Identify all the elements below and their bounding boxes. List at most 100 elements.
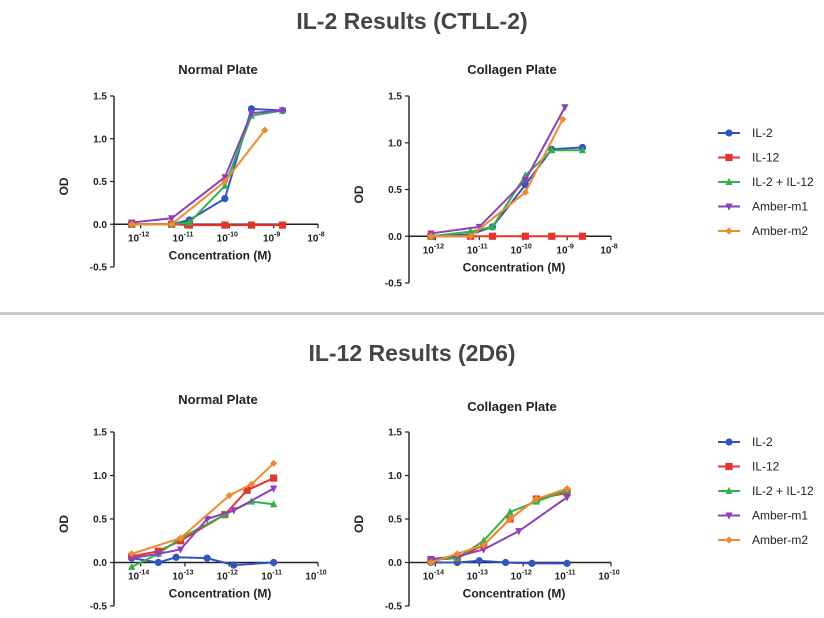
y-tick-label: 1.5	[388, 92, 402, 103]
series-il-2-il-12	[427, 486, 571, 563]
series-line-il-12	[430, 491, 568, 561]
data-point	[466, 227, 475, 235]
data-point	[561, 104, 569, 112]
series-amber-m2	[128, 126, 269, 228]
data-point	[128, 220, 136, 228]
y-tick-label: -0.5	[385, 602, 403, 613]
legend-label: Amber-m2	[752, 533, 808, 547]
y-tick-label: 1.0	[388, 471, 402, 482]
legend-marker	[725, 227, 733, 235]
series-line-il-2-il-12	[131, 500, 274, 568]
y-tick-label: 0.5	[388, 515, 402, 526]
data-point	[270, 485, 278, 493]
data-point	[221, 221, 229, 229]
data-point	[247, 480, 256, 488]
legend-1: IL-2 IL-12 IL-2 + IL-12 Amber-m1 Amber-m2	[718, 126, 814, 238]
legend-item-il-2: IL-2	[718, 435, 773, 449]
legend-item-amber-m1: Amber-m1	[718, 200, 808, 214]
data-point	[559, 115, 567, 123]
legend-marker	[725, 129, 733, 137]
x-tick-label: 10-10	[305, 570, 326, 583]
y-tick-label: 0.0	[93, 220, 107, 231]
series-line-amber-m2	[131, 129, 266, 226]
data-point	[203, 516, 211, 524]
data-point	[225, 491, 233, 500]
plot-title: Collagen Plate	[467, 399, 557, 414]
series-line-il-12	[131, 477, 275, 558]
legend-marker	[725, 153, 733, 162]
legend-marker	[725, 438, 733, 446]
data-point	[230, 507, 238, 515]
series-amber-m1	[427, 104, 569, 238]
plot-title: Collagen Plate	[467, 62, 557, 77]
legend-label: IL-2 + IL-12	[752, 175, 814, 189]
series-il-2	[128, 105, 287, 228]
y-tick-label: -0.5	[90, 263, 108, 274]
legend-item-il-2-il-12: IL-2 + IL-12	[718, 175, 814, 189]
series-line-il-2	[131, 107, 283, 226]
data-point	[427, 558, 435, 567]
legend-item-il-2: IL-2	[718, 126, 773, 140]
data-point	[528, 559, 536, 567]
legend-2: IL-2 IL-12 IL-2 + IL-12 Amber-m1 Amber-m2	[718, 435, 814, 547]
y-tick-label: 0.0	[93, 558, 107, 569]
data-point	[172, 553, 180, 561]
chart-2: Collagen Plate 1.5 1.0 0.5 0.0 -0.5 OD 10-12 10-…	[352, 62, 618, 290]
data-point	[475, 223, 483, 232]
series-line-amber-m1	[430, 106, 566, 235]
y-tick-label: 1.0	[93, 471, 107, 482]
data-point	[203, 554, 211, 562]
data-point	[488, 232, 497, 240]
legend-label: IL-2	[752, 435, 773, 449]
y-tick-label: 1.0	[388, 138, 402, 149]
data-point	[563, 559, 571, 567]
data-point	[247, 110, 256, 118]
series-line-amber-m2	[430, 118, 564, 238]
data-point	[243, 486, 251, 494]
data-point	[427, 232, 435, 240]
data-point	[176, 546, 185, 554]
chart-3: Normal Plate 1.5 1.0 0.5 0.0 -0.5 OD 10-14 10-13…	[57, 392, 327, 613]
series-line-amber-m1	[430, 496, 568, 561]
data-point	[515, 528, 523, 536]
series-amber-m2	[128, 459, 278, 558]
y-tick-label: 0.0	[388, 232, 402, 243]
x-tick-label: 10-9	[556, 243, 573, 256]
data-point	[168, 220, 176, 228]
x-axis-title: Concentration (M)	[463, 587, 566, 601]
legend-label: IL-12	[752, 460, 780, 474]
x-tick-label: 10-13	[172, 570, 193, 583]
chart-4: Collagen Plate 1.5 1.0 0.5 0.0 -0.5 OD 10-14 10-…	[352, 399, 620, 613]
data-point	[475, 557, 483, 565]
x-tick-label: 10-12	[128, 231, 149, 244]
x-tick-label: 10-13	[467, 570, 488, 583]
legend-item-amber-m1: Amber-m1	[718, 509, 808, 523]
data-point	[563, 484, 571, 493]
x-tick-label: 10-10	[217, 231, 238, 244]
data-point	[480, 546, 488, 554]
x-tick-label: 10-11	[173, 231, 194, 244]
y-tick-label: -0.5	[90, 602, 108, 613]
series-line-il-2-il-12	[131, 109, 283, 226]
series-line-il-2	[430, 559, 568, 565]
data-point	[128, 555, 136, 563]
x-tick-label: 10-12	[511, 570, 532, 583]
legend-item-amber-m2: Amber-m2	[718, 224, 808, 238]
legend-label: Amber-m1	[752, 200, 808, 214]
y-tick-label: 1.5	[93, 92, 107, 103]
series-il-2	[427, 143, 587, 240]
series-amber-m2	[427, 115, 567, 240]
legend-item-amber-m2: Amber-m2	[718, 533, 808, 547]
legend-item-il-12: IL-12	[718, 460, 780, 474]
y-tick-label: 1.5	[93, 428, 107, 439]
series-il-12	[427, 489, 571, 564]
legend-marker	[725, 536, 733, 544]
data-point	[502, 558, 510, 567]
x-axis-title: Concentration (M)	[169, 248, 272, 262]
data-point	[548, 146, 556, 154]
data-point	[128, 562, 136, 570]
series-amber-m2	[427, 484, 571, 567]
legend-marker	[725, 177, 733, 185]
y-tick-label: 0.0	[388, 558, 402, 569]
